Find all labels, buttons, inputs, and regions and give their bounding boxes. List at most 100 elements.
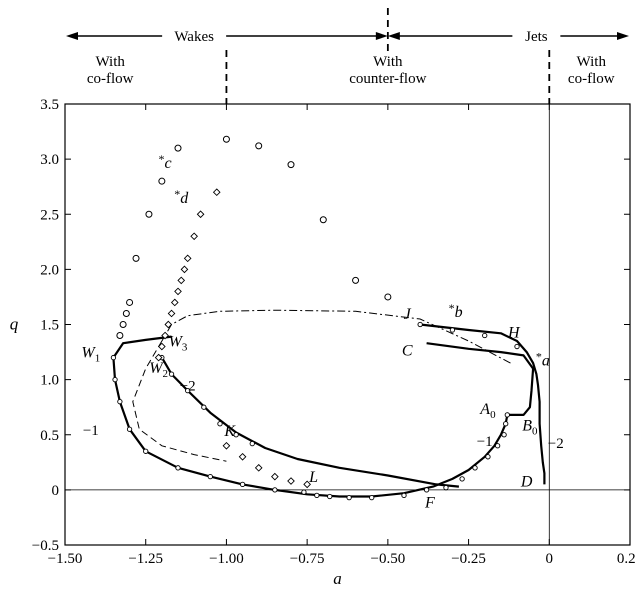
jets-arrow-left-head — [387, 32, 400, 40]
open-circle-marker-11 — [122, 309, 130, 317]
open-circle-marker-4 — [352, 276, 360, 284]
x-tick-label-6: 0 — [546, 551, 554, 567]
annotation-4: *a — [536, 349, 550, 369]
small-circle-marker-29 — [168, 371, 175, 377]
annotation-9: D — [520, 474, 533, 491]
annotation-5: A0 — [479, 401, 496, 421]
region-label-line1-0: With — [95, 54, 125, 70]
x-tick-label-0: −1.50 — [48, 551, 83, 567]
small-circle-marker-30 — [185, 387, 191, 394]
small-circle-marker-34 — [249, 440, 255, 447]
small-circle-marker-8 — [485, 454, 491, 460]
annotation-2: H — [507, 325, 521, 342]
solid-curve-1 — [426, 342, 535, 416]
diamond-marker-7 — [170, 298, 179, 307]
annotation-18: K — [223, 423, 236, 440]
open-circle-marker-6 — [174, 144, 182, 152]
small-circle-marker-4 — [504, 412, 510, 418]
small-circle-marker-23 — [143, 448, 149, 454]
annotation-3: C — [402, 342, 413, 359]
annotation-10: F — [424, 495, 435, 512]
small-circle-marker-17 — [314, 492, 320, 499]
open-circle-marker-12 — [119, 321, 127, 328]
region-label-line1-1: With — [373, 54, 403, 70]
small-circle-marker-26 — [112, 376, 118, 383]
x-tick-label-7: 0.25 — [617, 551, 635, 567]
small-circle-marker-19 — [272, 487, 278, 493]
diamond-marker-8 — [167, 309, 176, 318]
y-axis-title: q — [10, 315, 19, 334]
x-tick-label-4: −0.50 — [370, 551, 405, 567]
x-tick-label-1: −1.25 — [128, 551, 163, 567]
diamond-marker-13 — [222, 441, 231, 450]
annotation-0: J — [404, 306, 412, 323]
annotation-6: B0 — [522, 417, 538, 437]
wakes-label: Wakes — [174, 29, 214, 45]
dashdot-curve — [161, 309, 511, 364]
y-tick-label-0: −0.5 — [32, 538, 59, 554]
diamond-marker-9 — [164, 320, 173, 329]
x-tick-label-3: −0.75 — [290, 551, 325, 567]
small-circle-marker-16 — [327, 493, 333, 500]
region-label-line2-0: co-flow — [87, 71, 134, 87]
diamond-marker-10 — [161, 331, 169, 340]
annotation-11: *c — [159, 152, 172, 172]
wakes-arrow-right-head — [375, 32, 388, 40]
header-layer: Wakes JetsWithco-flowWithcounter-flowWith… — [66, 8, 629, 104]
x-axis-title: a — [333, 569, 342, 588]
wakes-arrow-left-head — [66, 32, 78, 40]
y-tick-label-2: 0.5 — [40, 428, 59, 444]
annotation-14: W3 — [169, 334, 188, 354]
annotation-12: *d — [174, 187, 189, 207]
open-circle-marker-5 — [384, 293, 392, 301]
region-label-line1-2: With — [577, 54, 607, 70]
open-circle-marker-10 — [126, 298, 134, 306]
small-circle-marker-13 — [401, 492, 407, 499]
small-circle-marker-27 — [110, 354, 117, 361]
small-circle-marker-21 — [207, 473, 213, 480]
region-label-line2-2: co-flow — [568, 71, 615, 87]
dashed-curve — [132, 340, 227, 462]
region-label-line2-1: counter-flow — [349, 71, 426, 87]
diamond-marker-5 — [177, 276, 186, 285]
diamond-marker-2 — [190, 232, 198, 241]
x-tick-label-5: −0.25 — [451, 551, 486, 567]
y-tick-label-8: 3.5 — [40, 97, 59, 113]
diamond-marker-6 — [174, 287, 182, 296]
small-circle-marker-33 — [233, 432, 239, 438]
open-circle-marker-2 — [287, 161, 295, 169]
small-circle-marker-7 — [494, 443, 501, 449]
small-circle-marker-9 — [472, 465, 478, 471]
open-circle-marker-9 — [132, 254, 140, 262]
annotation-8: −2 — [548, 436, 564, 452]
small-circle-marker-32 — [217, 421, 223, 427]
jets-arrow-right-head — [617, 32, 629, 40]
diamond-marker-12 — [154, 353, 163, 362]
annotation-15: W2 — [149, 360, 168, 380]
annotation-19: L — [308, 469, 318, 486]
small-circle-marker-25 — [117, 399, 123, 405]
diamond-marker-4 — [180, 265, 189, 274]
small-circle-marker-12 — [423, 487, 430, 493]
annotation-17: −1 — [83, 423, 99, 439]
jets-label: Jets — [525, 29, 548, 45]
y-tick-label-7: 3.0 — [40, 152, 59, 168]
diamond-marker-14 — [238, 452, 247, 461]
small-circle-marker-22 — [175, 465, 181, 471]
small-circle-marker-6 — [501, 432, 507, 438]
open-circle-marker-7 — [158, 177, 166, 185]
small-circle-marker-0 — [417, 321, 423, 328]
axes-layer: −1.50 −1.25 −1.00 −0.75 −0.50 −0.25 0 0.25 −0.5 0… — [10, 97, 635, 588]
diamond-marker-3 — [183, 254, 192, 263]
diamond-marker-18 — [303, 480, 311, 489]
open-circle-marker-13 — [116, 332, 124, 340]
small-circle-marker-2 — [482, 332, 488, 339]
small-circle-marker-3 — [514, 343, 520, 350]
diamond-marker-0 — [212, 188, 221, 197]
diamond-marker-17 — [287, 477, 295, 485]
x-tick-label-2: −1.00 — [209, 551, 244, 567]
open-circle-marker-3 — [319, 216, 327, 224]
small-circle-marker-11 — [443, 485, 449, 491]
